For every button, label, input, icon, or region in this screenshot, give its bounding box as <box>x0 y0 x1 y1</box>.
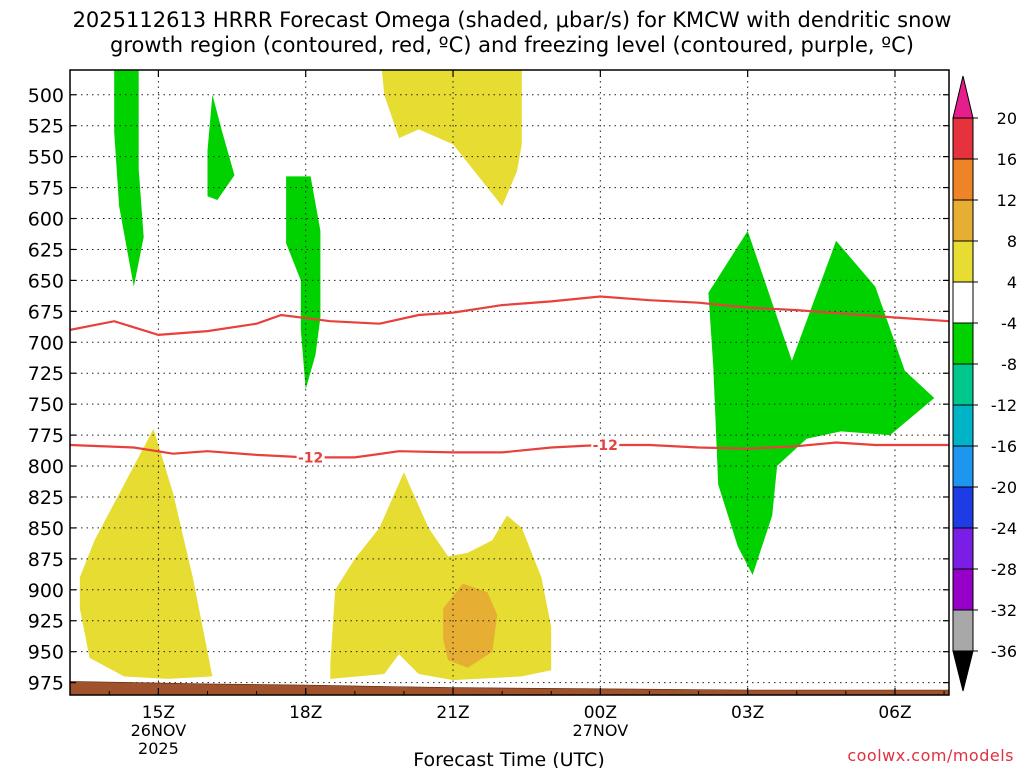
y-tick-label-800: 800 <box>28 456 64 478</box>
colorbar-bin-13 <box>952 609 974 652</box>
colorbar: 20 16 12 8 4 -4 -8 -12 -16 -20 -24 -28 -32 -36 <box>952 75 1017 692</box>
y-tick-label-775: 775 <box>28 425 64 447</box>
colorbar-bin-8 <box>952 404 974 447</box>
x-axis-label: Forecast Time (UTC) <box>413 749 604 768</box>
y-tick-label-675: 675 <box>28 301 64 323</box>
colorbar-bin-12 <box>952 568 974 611</box>
contour-label-bg-1 <box>296 449 325 466</box>
chart-title-line-1: 2025112613 HRRR Forecast Omega (shaded, … <box>72 8 952 32</box>
omega-region-5 <box>381 70 522 207</box>
colorbar-label-6: -4 <box>1001 314 1017 333</box>
colorbar-bin-4 <box>952 240 974 283</box>
contour-label-bg-2 <box>591 437 620 453</box>
y-tick-label-950: 950 <box>28 642 64 664</box>
y-tick-label-550: 550 <box>28 147 64 169</box>
omega-region-3 <box>286 176 321 390</box>
dgz-contour-1 <box>70 441 949 459</box>
x-tick-label-00Z: 00Z <box>584 703 617 723</box>
colorbar-label-2: 16 <box>997 150 1017 169</box>
colorbar-bin-3 <box>952 199 974 242</box>
site-credit: coolwx.com/models <box>847 746 1014 765</box>
contour-label-2: -12 <box>593 438 618 454</box>
contour-label-1: -12 <box>298 450 323 466</box>
colorbar-bin-10 <box>952 486 974 529</box>
colorbar-label-1: 20 <box>997 109 1017 128</box>
y-tick-label-725: 725 <box>28 363 64 385</box>
y-tick-label-525: 525 <box>28 116 64 138</box>
dgz-contours: -12 -12 <box>70 295 949 466</box>
y-tick-label-875: 875 <box>28 549 64 571</box>
x-tick-label-03Z: 03Z <box>731 703 764 723</box>
y-tick-label-975: 975 <box>28 673 64 695</box>
colorbar-bin-7 <box>952 363 974 406</box>
plot-frame <box>69 69 950 696</box>
colorbar-label-4: 8 <box>1007 232 1017 251</box>
omega-region-2 <box>207 94 235 200</box>
x-tick-label-21Z: 21Z <box>436 703 469 723</box>
colorbar-label-14: -36 <box>991 642 1017 661</box>
y-tick-label-575: 575 <box>28 178 64 200</box>
x-tick-sublabel-27NOV: 27NOV <box>573 721 629 740</box>
chart-title-line-2: growth region (contoured, red, ºC) and f… <box>110 33 914 57</box>
y-tick-label-700: 700 <box>28 332 64 354</box>
y-tick-label-825: 825 <box>28 487 64 509</box>
colorbar-label-3: 12 <box>997 191 1017 210</box>
colorbar-top-arrow <box>952 75 974 119</box>
colorbar-bin-1 <box>952 117 974 160</box>
x-tick-label-15Z: 15Z <box>142 703 175 723</box>
colorbar-label-11: -24 <box>991 519 1017 538</box>
y-axis: 500 525 550 575 600 625 650 675 700 725 750 775 800 8… <box>28 85 949 695</box>
colorbar-label-7: -8 <box>1001 355 1017 374</box>
y-tick-label-925: 925 <box>28 611 64 633</box>
x-tick-label-06Z: 06Z <box>878 703 911 723</box>
omega-region-1 <box>114 70 144 287</box>
terrain-surface <box>70 681 949 695</box>
omega-region-4 <box>708 230 935 575</box>
colorbar-bin-2 <box>952 158 974 201</box>
x-tick-label-18Z: 18Z <box>289 703 322 723</box>
x-tick-sublabel-2025: 2025 <box>138 739 179 758</box>
colorbar-label-8: -12 <box>991 396 1017 415</box>
colorbar-bin-9 <box>952 445 974 488</box>
colorbar-label-12: -28 <box>991 560 1017 579</box>
colorbar-label-5: 4 <box>1007 273 1017 292</box>
colorbar-bin-6 <box>952 322 974 365</box>
y-tick-label-500: 500 <box>28 85 64 107</box>
y-tick-label-625: 625 <box>28 239 64 261</box>
y-tick-label-850: 850 <box>28 518 64 540</box>
colorbar-bin-5 <box>952 281 974 324</box>
y-tick-label-600: 600 <box>28 209 64 231</box>
colorbar-bin-11 <box>952 527 974 570</box>
colorbar-label-9: -16 <box>991 437 1017 456</box>
omega-region-8 <box>443 583 498 668</box>
y-tick-label-900: 900 <box>28 580 64 602</box>
y-tick-label-650: 650 <box>28 270 64 292</box>
colorbar-label-10: -20 <box>991 478 1017 497</box>
omega-shading <box>79 70 935 681</box>
terrain-layer <box>70 681 949 695</box>
omega-region-6 <box>79 428 213 679</box>
x-tick-sublabel-26NOV: 26NOV <box>131 721 187 740</box>
omega-region-7 <box>330 472 552 681</box>
colorbar-bottom-arrow <box>952 650 974 692</box>
y-tick-label-750: 750 <box>28 394 64 416</box>
dgz-contour-2 <box>70 295 949 337</box>
colorbar-label-13: -32 <box>991 601 1017 620</box>
